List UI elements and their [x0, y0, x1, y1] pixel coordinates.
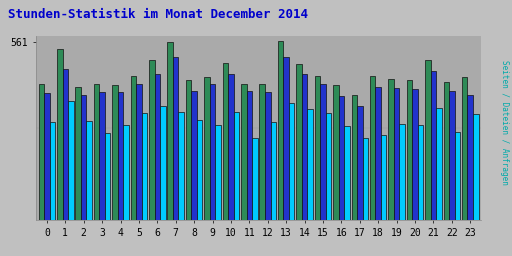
Bar [399, 124, 405, 220]
Bar [160, 106, 165, 220]
Bar [75, 87, 81, 220]
Bar [210, 84, 216, 220]
Bar [381, 135, 387, 220]
Bar [270, 122, 276, 220]
Bar [233, 112, 239, 220]
Bar [68, 101, 74, 220]
Bar [425, 60, 431, 220]
Bar [118, 92, 123, 220]
Bar [131, 76, 136, 220]
Bar [320, 84, 326, 220]
Bar [407, 80, 412, 220]
Bar [307, 109, 313, 220]
Bar [99, 92, 105, 220]
Bar [247, 91, 252, 220]
Bar [50, 122, 55, 220]
Bar [370, 76, 375, 220]
Bar [57, 49, 62, 220]
Bar [302, 74, 307, 220]
Bar [357, 106, 362, 220]
Bar [443, 82, 449, 220]
Bar [87, 121, 92, 220]
Bar [81, 95, 87, 220]
Bar [105, 133, 111, 220]
Bar [62, 69, 68, 220]
Bar [388, 79, 394, 220]
Bar [155, 74, 160, 220]
Bar [352, 95, 357, 220]
Bar [173, 57, 179, 220]
Bar [362, 138, 368, 220]
Bar [112, 85, 118, 220]
Text: Seiten / Dateien / Anfragen: Seiten / Dateien / Anfragen [500, 60, 509, 185]
Bar [315, 76, 320, 220]
Bar [191, 91, 197, 220]
Bar [136, 84, 142, 220]
Bar [326, 113, 331, 220]
Bar [431, 71, 436, 220]
Bar [94, 83, 99, 220]
Bar [462, 77, 467, 220]
Bar [252, 138, 258, 220]
Bar [467, 95, 473, 220]
Bar [241, 83, 247, 220]
Bar [473, 114, 479, 220]
Bar [289, 103, 294, 220]
Bar [38, 83, 44, 220]
Bar [260, 83, 265, 220]
Bar [123, 125, 129, 220]
Bar [179, 112, 184, 220]
Bar [216, 125, 221, 220]
Bar [338, 96, 344, 220]
Bar [223, 63, 228, 220]
Bar [278, 41, 284, 220]
Bar [455, 132, 460, 220]
Bar [204, 77, 210, 220]
Bar [436, 108, 442, 220]
Bar [149, 60, 155, 220]
Bar [284, 57, 289, 220]
Bar [333, 85, 338, 220]
Bar [449, 91, 455, 220]
Bar [228, 74, 233, 220]
Bar [375, 87, 381, 220]
Bar [394, 88, 399, 220]
Bar [44, 93, 50, 220]
Bar [296, 65, 302, 220]
Bar [186, 80, 191, 220]
Bar [418, 125, 423, 220]
Bar [142, 113, 147, 220]
Bar [197, 120, 202, 220]
Bar [167, 42, 173, 220]
Bar [265, 92, 270, 220]
Bar [344, 126, 350, 220]
Text: Stunden-Statistik im Monat December 2014: Stunden-Statistik im Monat December 2014 [8, 8, 308, 21]
Bar [412, 89, 418, 220]
